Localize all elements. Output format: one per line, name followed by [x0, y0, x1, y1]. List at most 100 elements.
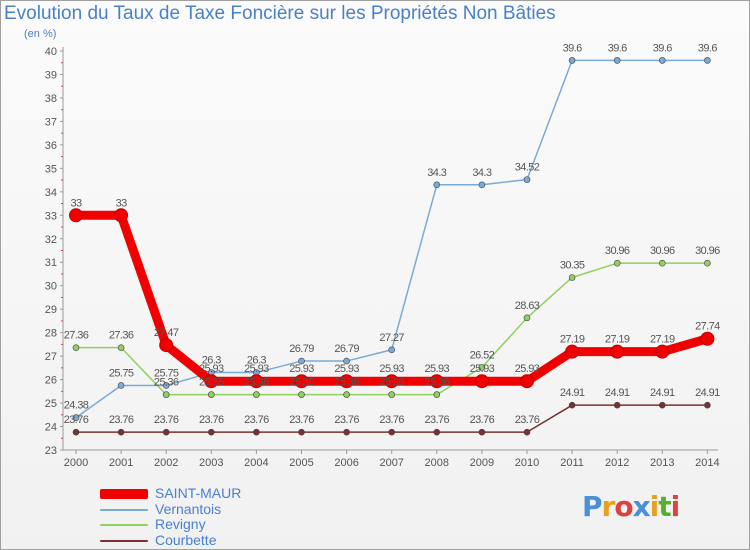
data-point-revigny [343, 391, 350, 398]
data-label-saint-maur: 25.93 [199, 363, 224, 375]
chart-subtitle: (en %) [24, 28, 57, 40]
data-point-saint-maur [565, 344, 580, 359]
data-point-vernantois [704, 57, 711, 64]
data-label-revigny: 30.96 [650, 245, 675, 257]
data-label-courbette: 23.76 [109, 414, 134, 426]
legend-label: Vernantois [155, 501, 222, 517]
y-tick-label: 27 [45, 351, 57, 363]
x-tick-label: 2011 [560, 457, 584, 469]
data-label-courbette: 23.76 [244, 414, 269, 426]
data-label-revigny: 30.96 [605, 245, 630, 257]
data-label-revigny: 25.36 [379, 377, 404, 389]
proxiti-logo: Proxiti [582, 490, 680, 523]
data-label-vernantois: 27.27 [379, 332, 404, 344]
data-label-courbette: 24.91 [605, 387, 630, 399]
data-point-courbette [388, 428, 396, 436]
data-label-courbette: 23.76 [425, 414, 450, 426]
x-tick-label: 2012 [605, 457, 629, 469]
data-point-courbette [433, 428, 441, 436]
y-tick-label: 38 [45, 93, 57, 105]
data-label-revigny: 27.36 [64, 330, 89, 342]
data-point-vernantois [658, 57, 666, 64]
data-label-courbette: 24.91 [650, 387, 675, 399]
data-point-vernantois [343, 357, 350, 365]
legend-label: Revigny [155, 516, 206, 532]
legend-swatch [100, 524, 148, 526]
data-label-vernantois: 25.75 [154, 367, 179, 379]
y-tick-label: 29 [45, 304, 57, 316]
data-label-courbette: 23.76 [64, 414, 89, 426]
legend-label: SAINT-MAUR [155, 485, 242, 501]
data-label-courbette: 23.76 [334, 414, 359, 426]
data-label-vernantois: 39.6 [698, 42, 717, 54]
data-point-saint-maur [700, 331, 715, 346]
data-label-saint-maur: 27.74 [695, 321, 720, 333]
data-point-vernantois [433, 181, 441, 189]
data-point-vernantois [568, 57, 576, 64]
data-point-saint-maur [159, 338, 174, 353]
data-label-vernantois: 26.3 [202, 355, 221, 367]
legend-swatch [100, 540, 148, 542]
y-tick-label: 30 [45, 281, 57, 293]
data-point-courbette [568, 401, 576, 409]
data-point-courbette [117, 428, 125, 436]
data-point-vernantois [478, 181, 486, 189]
x-tick-label: 2009 [470, 457, 494, 469]
data-point-revigny [117, 344, 125, 351]
data-label-vernantois: 34.3 [427, 167, 446, 179]
data-point-revigny [658, 259, 666, 267]
data-point-vernantois [388, 346, 396, 354]
data-point-saint-maur [114, 208, 129, 223]
data-point-courbette [298, 428, 305, 436]
data-point-courbette [208, 428, 215, 436]
data-label-revigny: 25.36 [425, 377, 450, 389]
data-label-saint-maur: 27.19 [560, 334, 585, 346]
data-label-courbette: 23.76 [379, 414, 404, 426]
x-tick-label: 2010 [515, 457, 539, 469]
data-label-vernantois: 34.52 [515, 162, 540, 174]
data-point-courbette [253, 428, 260, 436]
data-point-saint-maur [384, 374, 399, 389]
data-label-saint-maur: 25.93 [515, 363, 540, 375]
y-tick-label: 37 [45, 116, 57, 128]
y-tick-label: 40 [45, 46, 57, 58]
data-point-revigny [568, 274, 576, 281]
data-point-saint-maur [204, 374, 219, 389]
y-tick-label: 33 [45, 210, 57, 222]
data-point-courbette [613, 401, 621, 409]
data-point-saint-maur [429, 374, 444, 389]
data-label-revigny: 30.96 [695, 245, 720, 257]
data-point-revigny [72, 344, 80, 351]
data-point-courbette [704, 401, 711, 409]
data-label-revigny: 25.36 [244, 377, 269, 389]
data-point-vernantois [298, 357, 305, 365]
data-label-saint-maur: 25.93 [334, 363, 359, 375]
y-tick-label: 35 [45, 163, 57, 175]
data-point-saint-maur [69, 208, 83, 223]
data-label-vernantois: 26.79 [289, 343, 314, 355]
x-tick-label: 2008 [425, 457, 449, 469]
data-label-vernantois: 39.6 [653, 42, 672, 54]
data-label-saint-maur: 25.93 [470, 363, 495, 375]
data-label-courbette: 23.76 [154, 414, 179, 426]
x-tick-label: 2006 [334, 457, 358, 469]
data-point-courbette [72, 428, 80, 436]
x-tick-label: 2001 [109, 457, 133, 469]
data-point-courbette [162, 428, 170, 436]
data-point-revigny [298, 391, 305, 398]
legend-swatch [100, 509, 148, 511]
data-label-vernantois: 34.3 [472, 167, 491, 179]
data-label-vernantois: 25.75 [109, 367, 134, 379]
data-label-courbette: 23.76 [470, 414, 495, 426]
y-tick-label: 32 [45, 234, 57, 246]
data-point-revigny [208, 391, 215, 398]
data-point-vernantois [117, 382, 125, 389]
data-label-revigny: 30.35 [560, 259, 585, 271]
data-point-courbette [478, 428, 486, 436]
data-point-revigny [478, 364, 486, 371]
data-point-revigny [523, 314, 531, 322]
x-tick-label: 2007 [379, 457, 403, 469]
x-tick-label: 2000 [64, 457, 88, 469]
